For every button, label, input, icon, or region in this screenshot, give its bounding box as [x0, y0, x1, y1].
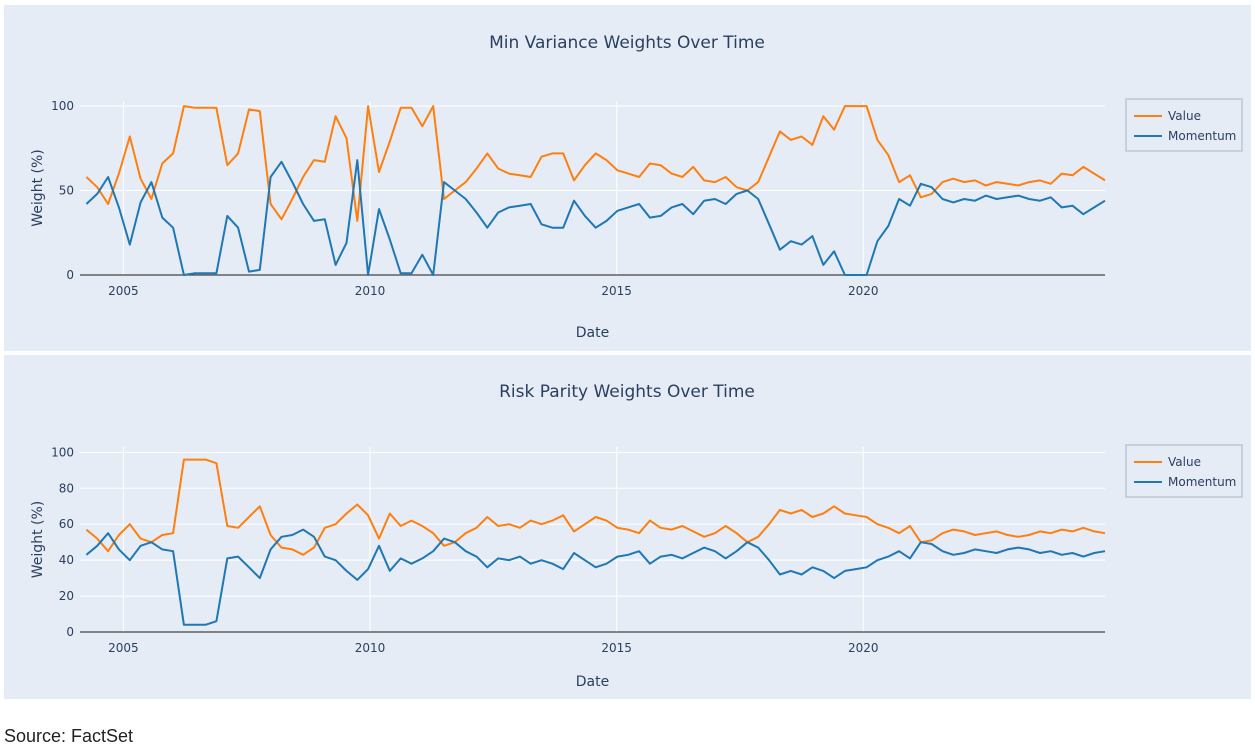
x-tick-label: 2005	[108, 641, 139, 655]
legend-label-value: Value	[1168, 109, 1201, 123]
y-tick-label: 40	[59, 553, 74, 567]
legend-label-value: Value	[1168, 455, 1201, 469]
x-tick-label: 2020	[848, 284, 879, 298]
x-tick-label: 2010	[355, 284, 386, 298]
risk-parity-chart: Risk Parity Weights Over Time 0 20 40 60 80 10…	[30, 382, 1243, 690]
legend-box	[1125, 98, 1243, 152]
legend: Value Momentum	[1125, 444, 1243, 498]
series-line-value	[85, 458, 1106, 556]
x-tick-label: 2015	[601, 641, 632, 655]
y-tick-label: 80	[59, 481, 74, 495]
x-tick-label: 2010	[355, 641, 386, 655]
chart-title: Min Variance Weights Over Time	[489, 33, 765, 53]
y-tick-label: 100	[51, 445, 74, 459]
legend-box	[1125, 444, 1243, 498]
grid	[80, 447, 1105, 632]
y-axis-label: Weight (%)	[30, 149, 46, 226]
x-tick-label: 2020	[848, 641, 879, 655]
x-tick-label: 2005	[108, 284, 139, 298]
series-line-momentum	[85, 159, 1106, 276]
chart-title: Risk Parity Weights Over Time	[499, 382, 755, 402]
legend: Value Momentum	[1125, 98, 1243, 152]
y-tick-label: 0	[66, 625, 74, 639]
grid	[80, 101, 1105, 275]
x-axis-label: Date	[576, 674, 609, 690]
series-line-value	[85, 105, 1106, 222]
y-tick-label: 100	[51, 99, 74, 113]
legend-label-momentum: Momentum	[1168, 129, 1236, 143]
y-tick-label: 20	[59, 589, 74, 603]
min-variance-chart: Min Variance Weights Over Time 0 50 100 2005…	[30, 33, 1243, 341]
risk-parity-chart-panel: Risk Parity Weights Over Time 0 20 40 60 80 10…	[4, 355, 1251, 699]
min-variance-chart-panel: Min Variance Weights Over Time 0 50 100 2005…	[4, 5, 1251, 351]
source-note: Source: FactSet	[4, 726, 134, 746]
y-tick-label: 50	[59, 184, 74, 198]
x-axis-label: Date	[576, 325, 609, 341]
x-tick-label: 2015	[601, 284, 632, 298]
legend-label-momentum: Momentum	[1168, 475, 1236, 489]
y-axis-label: Weight (%)	[30, 501, 46, 578]
series-line-momentum	[85, 528, 1106, 626]
y-tick-label: 0	[66, 268, 74, 282]
y-tick-label: 60	[59, 517, 74, 531]
